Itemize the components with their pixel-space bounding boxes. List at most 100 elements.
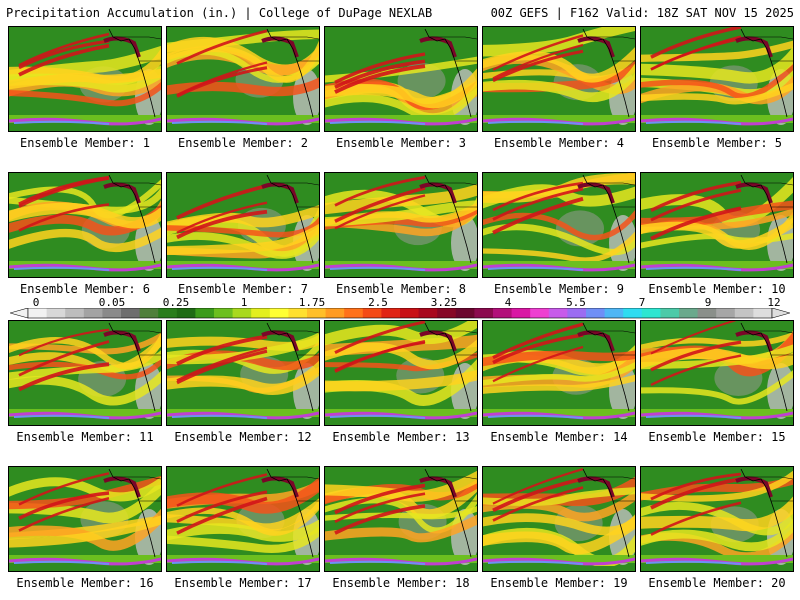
colorbar-swatch bbox=[214, 308, 234, 318]
precipitation-field bbox=[641, 27, 793, 131]
colorbar-swatch bbox=[139, 308, 159, 318]
colorbar-max-arrow bbox=[771, 308, 790, 319]
ensemble-panel: Ensemble Member: 6 bbox=[8, 172, 162, 296]
colorbar-swatch bbox=[325, 308, 345, 318]
colorbar-swatch bbox=[381, 308, 401, 318]
ensemble-panel: Ensemble Member: 3 bbox=[324, 26, 478, 150]
ensemble-panel: Ensemble Member: 13 bbox=[324, 320, 478, 444]
colorbar-labels: 0 0.05 0.25 1 1.75 2.5 3.25 4 5.5 7 9 12 bbox=[10, 296, 790, 309]
precipitation-field bbox=[167, 467, 319, 571]
precipitation-map bbox=[166, 466, 320, 572]
ensemble-member-label: Ensemble Member: 3 bbox=[335, 136, 467, 150]
precipitation-field bbox=[483, 27, 635, 131]
ensemble-panel: Ensemble Member: 19 bbox=[482, 466, 636, 590]
ensemble-member-label: Ensemble Member: 5 bbox=[651, 136, 783, 150]
precipitation-field bbox=[9, 321, 161, 425]
ensemble-panel: Ensemble Member: 15 bbox=[640, 320, 794, 444]
precipitation-field bbox=[167, 27, 319, 131]
colorbar-swatch bbox=[251, 308, 271, 318]
precipitation-field bbox=[9, 173, 161, 277]
ensemble-panel: Ensemble Member: 17 bbox=[166, 466, 320, 590]
colorbar-swatch bbox=[660, 308, 680, 318]
precipitation-field bbox=[641, 467, 793, 571]
precipitation-map bbox=[324, 466, 478, 572]
colorbar-tick-label: 0.05 bbox=[98, 296, 126, 309]
precipitation-map bbox=[8, 466, 162, 572]
precipitation-map bbox=[166, 172, 320, 278]
ensemble-member-label: Ensemble Member: 12 bbox=[174, 430, 312, 444]
colorbar-swatch bbox=[400, 308, 420, 318]
precipitation-field bbox=[325, 27, 477, 131]
precipitation-map bbox=[324, 320, 478, 426]
ensemble-panel: Ensemble Member: 8 bbox=[324, 172, 478, 296]
colorbar-swatch bbox=[121, 308, 141, 318]
precipitation-field bbox=[325, 321, 477, 425]
colorbar-swatch bbox=[679, 308, 699, 318]
colorbar-swatch bbox=[307, 308, 327, 318]
precipitation-map bbox=[482, 172, 636, 278]
precipitation-map bbox=[166, 320, 320, 426]
colorbar-swatch bbox=[362, 308, 382, 318]
colorbar-scale bbox=[10, 308, 790, 319]
ensemble-panel: Ensemble Member: 4 bbox=[482, 26, 636, 150]
colorbar-tick-label: 5.5 bbox=[566, 296, 586, 309]
precipitation-field bbox=[167, 173, 319, 277]
ensemble-member-label: Ensemble Member: 14 bbox=[490, 430, 628, 444]
colorbar-tick-label: 4 bbox=[504, 296, 512, 309]
ensemble-panel: Ensemble Member: 16 bbox=[8, 466, 162, 590]
ensemble-member-label: Ensemble Member: 9 bbox=[493, 282, 625, 296]
colorbar-tick-label: 12 bbox=[767, 296, 781, 309]
precipitation-map bbox=[640, 26, 794, 132]
ensemble-panel: Ensemble Member: 2 bbox=[166, 26, 320, 150]
colorbar-swatch bbox=[102, 308, 122, 318]
precipitation-field bbox=[483, 321, 635, 425]
ensemble-member-label: Ensemble Member: 1 bbox=[19, 136, 151, 150]
precipitation-map bbox=[640, 466, 794, 572]
ensemble-member-label: Ensemble Member: 20 bbox=[648, 576, 786, 590]
precipitation-map bbox=[482, 26, 636, 132]
precipitation-field bbox=[641, 173, 793, 277]
colorbar-tick-label: 0.25 bbox=[162, 296, 190, 309]
precipitation-field bbox=[641, 321, 793, 425]
ensemble-member-label: Ensemble Member: 8 bbox=[335, 282, 467, 296]
ensemble-panel: Ensemble Member: 18 bbox=[324, 466, 478, 590]
precipitation-field bbox=[167, 321, 319, 425]
precipitation-map bbox=[640, 320, 794, 426]
colorbar-swatch bbox=[158, 308, 178, 318]
colorbar-tick-label: 2.5 bbox=[368, 296, 388, 309]
ensemble-panel: Ensemble Member: 1 bbox=[8, 26, 162, 150]
colorbar-swatch bbox=[83, 308, 103, 318]
colorbar-tick-label: 3.25 bbox=[430, 296, 458, 309]
precipitation-map bbox=[8, 26, 162, 132]
colorbar-swatch bbox=[46, 308, 66, 318]
ensemble-member-label: Ensemble Member: 2 bbox=[177, 136, 309, 150]
colorbar-swatch bbox=[511, 308, 531, 318]
precipitation-map bbox=[324, 26, 478, 132]
colorbar-swatch bbox=[604, 308, 624, 318]
precipitation-map bbox=[482, 320, 636, 426]
colorbar-swatch bbox=[28, 308, 48, 318]
ensemble-panel: Ensemble Member: 14 bbox=[482, 320, 636, 444]
ensemble-member-label: Ensemble Member: 19 bbox=[490, 576, 628, 590]
ensemble-member-label: Ensemble Member: 11 bbox=[16, 430, 154, 444]
precipitation-field bbox=[483, 173, 635, 277]
precipitation-field bbox=[325, 173, 477, 277]
ensemble-member-label: Ensemble Member: 7 bbox=[177, 282, 309, 296]
precipitation-field bbox=[483, 467, 635, 571]
colorbar-swatch bbox=[437, 308, 457, 318]
precipitation-map bbox=[166, 26, 320, 132]
ensemble-member-label: Ensemble Member: 10 bbox=[648, 282, 786, 296]
colorbar-swatch bbox=[418, 308, 438, 318]
colorbar-tick-label: 9 bbox=[704, 296, 712, 309]
ensemble-panel: Ensemble Member: 5 bbox=[640, 26, 794, 150]
precipitation-field bbox=[9, 467, 161, 571]
colorbar-swatch bbox=[176, 308, 196, 318]
colorbar-tick-label: 1 bbox=[240, 296, 248, 309]
colorbar-swatch bbox=[530, 308, 550, 318]
colorbar-swatch bbox=[548, 308, 568, 318]
precipitation-map bbox=[8, 320, 162, 426]
ensemble-member-label: Ensemble Member: 18 bbox=[332, 576, 470, 590]
colorbar-swatch bbox=[474, 308, 494, 318]
precipitation-map bbox=[482, 466, 636, 572]
colorbar-tick-label: 7 bbox=[638, 296, 646, 309]
